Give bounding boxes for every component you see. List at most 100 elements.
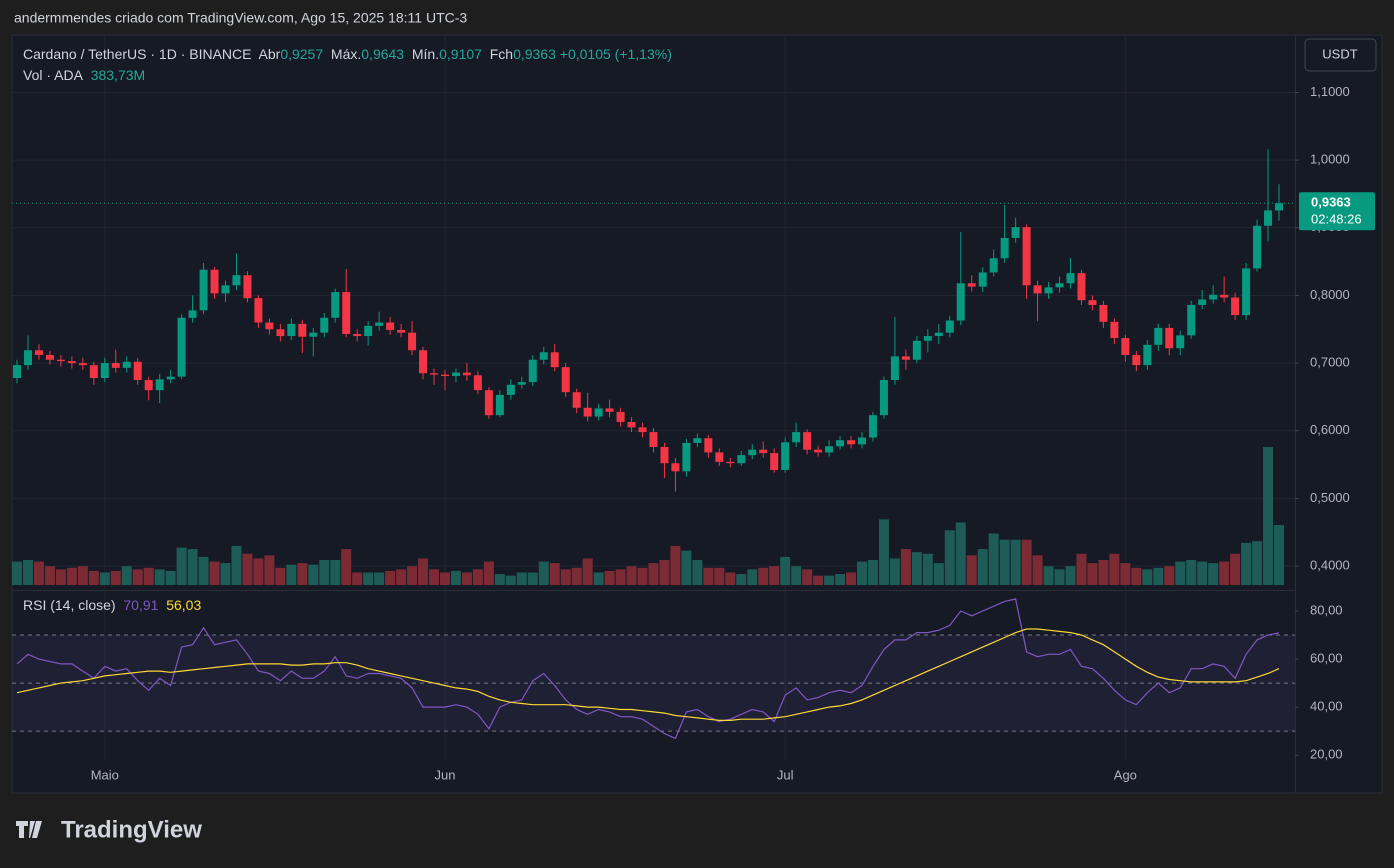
low-value: 0,9107 — [439, 46, 482, 62]
volume-bar — [165, 570, 176, 585]
candle-body — [232, 275, 241, 286]
volume-bar — [77, 566, 88, 585]
candle-body — [199, 269, 208, 311]
y-tick-label: 0,8000 — [1310, 287, 1350, 302]
candle-body — [1088, 300, 1097, 305]
candle-body — [462, 372, 471, 376]
volume-bar — [418, 558, 429, 585]
volume-bar — [352, 572, 363, 585]
candle-body — [704, 438, 713, 453]
candle-body — [1264, 210, 1273, 226]
volume-bar — [604, 570, 615, 585]
candle-body — [967, 283, 976, 287]
candle-body — [100, 363, 109, 378]
volume-bar — [264, 555, 275, 585]
volume-bar — [1252, 541, 1263, 585]
candle-body — [1154, 327, 1163, 345]
candle-body — [956, 283, 965, 321]
candle-body — [868, 415, 877, 438]
volume-legend: Vol · ADA 383,73M — [23, 67, 145, 83]
volume-bar — [889, 558, 900, 585]
volume-bar — [846, 572, 857, 585]
volume-bar — [22, 560, 33, 585]
candle-body — [638, 427, 647, 433]
volume-bar — [132, 569, 143, 585]
candle-body — [210, 269, 219, 294]
close-label: Fch — [489, 46, 514, 62]
candle-body — [298, 323, 307, 337]
candle-body — [693, 438, 702, 443]
candle-body — [1242, 268, 1251, 316]
currency-button[interactable] — [1304, 38, 1377, 72]
rsi-tick-label: 40,00 — [1310, 699, 1343, 714]
volume-bar — [1065, 566, 1076, 585]
ohlc-legend: Cardano / TetherUS · 1D · BINANCE Abr0,9… — [23, 46, 672, 62]
volume-bar — [714, 567, 725, 585]
chart-frame — [11, 34, 1383, 794]
volume-bar — [66, 567, 77, 585]
volume-bar — [813, 575, 824, 585]
volume-name: Vol · ADA — [23, 67, 83, 83]
volume-bar — [593, 572, 604, 585]
volume-bar — [878, 519, 889, 585]
candle-body — [825, 446, 834, 453]
candle-body — [1055, 283, 1064, 288]
candle-body — [1132, 354, 1141, 366]
volume-bar — [505, 575, 516, 585]
volume-bar — [198, 556, 209, 585]
candle-body — [386, 322, 395, 330]
volume-bar — [966, 555, 977, 585]
volume-bar — [253, 558, 264, 585]
candle-body — [978, 272, 987, 287]
candle-body — [13, 365, 21, 378]
candle-body — [276, 329, 285, 337]
candle-body — [814, 449, 823, 453]
volume-bar — [582, 558, 593, 585]
rsi-ma-line — [16, 628, 1280, 722]
volume-bar — [692, 560, 703, 585]
volume-bar — [900, 549, 911, 585]
candle-body — [1209, 294, 1218, 300]
candles — [13, 149, 1283, 492]
low-label: Mín. — [411, 46, 440, 62]
price-axis-border — [1295, 35, 1296, 793]
candle-body — [188, 310, 197, 318]
candle-body — [177, 317, 186, 377]
candle-body — [660, 446, 669, 464]
volume-bar — [758, 567, 769, 585]
y-tick-label: 0,4000 — [1310, 557, 1350, 572]
candle-body — [34, 350, 43, 355]
volume-bar — [538, 561, 549, 585]
candle-body — [254, 298, 263, 323]
candle-body — [23, 350, 32, 366]
x-tick-label: Ago — [1114, 767, 1137, 782]
candle-body — [56, 359, 65, 362]
volume-bar — [1197, 561, 1208, 585]
candle-body — [583, 407, 592, 417]
volume-bar — [549, 563, 560, 585]
volume-bar — [286, 564, 297, 585]
volume-bar — [527, 572, 538, 585]
y-tick-label: 1,1000 — [1310, 84, 1350, 99]
volume-bar — [231, 545, 242, 585]
volume-bar — [396, 569, 407, 585]
volume-bar — [176, 547, 187, 585]
volume-bar — [1109, 553, 1120, 585]
candle-body — [715, 452, 724, 462]
candle-body — [1176, 335, 1185, 349]
candle-body — [364, 325, 373, 337]
candle-body — [605, 408, 614, 412]
candle-body — [473, 375, 482, 391]
volume-bar — [319, 560, 330, 585]
volume-bar — [516, 572, 527, 585]
volume-bar — [1032, 555, 1043, 585]
volume-value: 383,73M — [90, 67, 146, 83]
rsi-value: 70,91 — [123, 597, 159, 613]
candle-body — [419, 350, 428, 374]
volume-bar — [1164, 566, 1175, 585]
currency[interactable]: USDT — [1322, 46, 1357, 61]
close-value: 0,9363 — [513, 46, 556, 62]
volume-bar — [571, 567, 582, 585]
countdown: 02:48:26 — [1311, 212, 1362, 227]
